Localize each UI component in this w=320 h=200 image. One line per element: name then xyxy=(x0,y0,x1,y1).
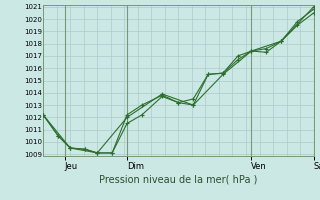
X-axis label: Pression niveau de la mer( hPa ): Pression niveau de la mer( hPa ) xyxy=(99,175,258,185)
